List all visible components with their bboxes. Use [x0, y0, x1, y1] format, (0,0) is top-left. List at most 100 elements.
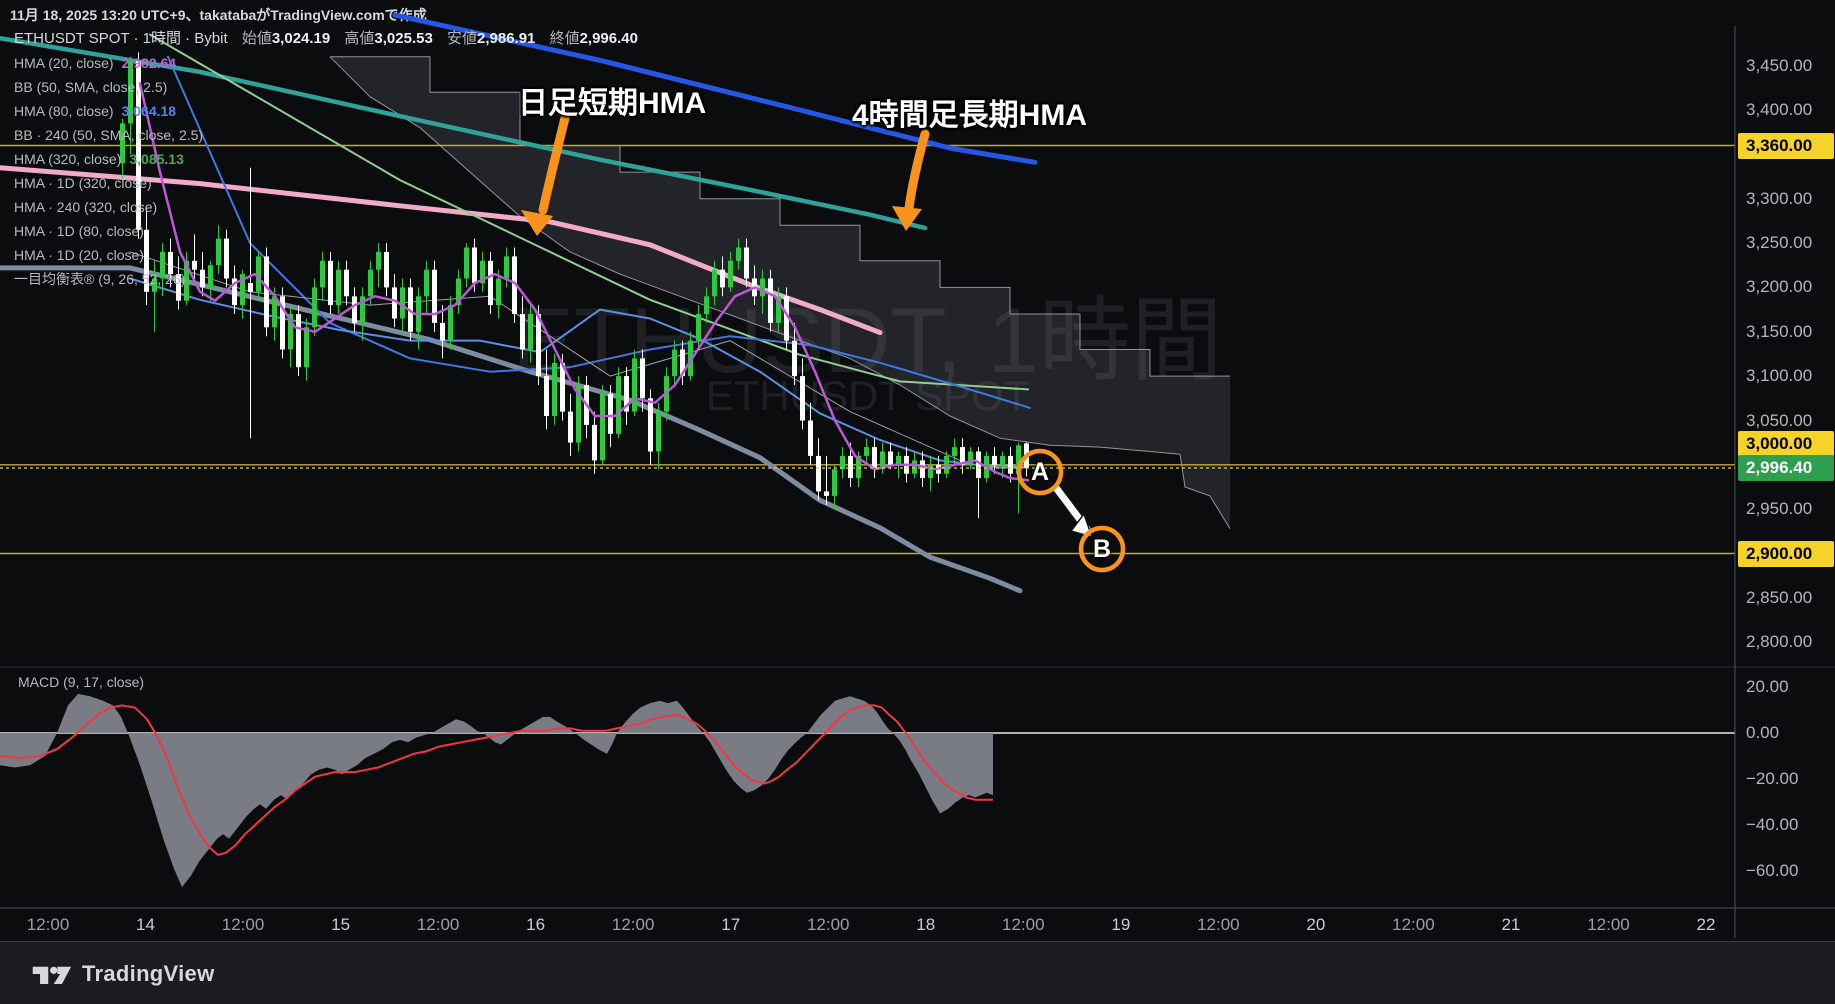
candle-body [816, 455, 821, 492]
candle-body [776, 296, 781, 323]
tradingview-logo-icon [32, 966, 72, 985]
candle-body [648, 398, 653, 452]
candles[interactable] [120, 52, 1029, 518]
legend-row-label: HMA (80, close) [14, 103, 114, 119]
legend-row-label: HMA (20, close) [14, 55, 114, 71]
candle-body [296, 314, 301, 368]
candle-body [528, 314, 533, 350]
legend-row-value: 2,982.64 [121, 55, 177, 71]
price-tick: 3,300.00 [1746, 188, 1813, 208]
marker-b-circle [1078, 525, 1126, 573]
ichimoku-tenkan [129, 277, 1029, 469]
legend-row[interactable]: 一目均衡表® (9, 26, 52, 26) [14, 267, 638, 291]
candle-body [832, 469, 837, 496]
marker-b-label[interactable]: B [1092, 535, 1112, 563]
time-tick: 18 [916, 915, 936, 934]
annotation-daily-hma[interactable]: 日足短期HMA [518, 87, 707, 120]
candle-body [216, 238, 221, 266]
candle-body [640, 358, 645, 399]
macd-legend[interactable]: MACD (9, 17, close) [18, 674, 145, 690]
legend-row-label: BB · 240 (50, SMA, close, 2.5) [14, 127, 204, 143]
legend-row[interactable]: HMA (20, close) 2,982.64 [14, 51, 638, 75]
time-tick: 14 [136, 915, 155, 934]
candle-body [448, 305, 453, 341]
candle-body [960, 447, 965, 465]
candle-body [976, 451, 981, 479]
ohlc-label: 高値 [344, 30, 375, 47]
marker-a-label[interactable]: A [1030, 458, 1050, 486]
candle-body [552, 362, 557, 416]
candle-body [240, 274, 245, 306]
time-tick: 12:00 [611, 915, 655, 934]
candle-body [160, 251, 165, 279]
current-price-badge[interactable]: 2,996.40 [1738, 455, 1834, 481]
legend-row[interactable]: BB · 240 (50, SMA, close, 2.5) [14, 123, 638, 147]
legend-row[interactable]: HMA · 1D (80, close) [14, 219, 638, 243]
time-tick: 12:00 [1002, 915, 1045, 934]
legend-row[interactable]: BB (50, SMA, close, 2.5) [14, 75, 638, 99]
macd-pane[interactable] [0, 693, 1735, 888]
attribution-text: 11月 18, 2025 13:20 UTC+9、takatabaがTradin… [10, 7, 427, 23]
candle-body [808, 420, 813, 456]
legend-row[interactable]: HMA · 1D (320, close) [14, 171, 638, 195]
candle-body [376, 251, 381, 270]
candle-body [512, 256, 517, 314]
candle-body [344, 269, 349, 297]
time-tick: 12:00 [416, 915, 460, 934]
candle-body [1016, 445, 1021, 474]
symbol-title: ETHUSDT SPOT · 1時間 · Bybit [14, 30, 228, 47]
legend-symbol-row[interactable]: ETHUSDT SPOT · 1時間 · Bybit 始値3,024.19 高値… [14, 27, 638, 51]
candle-body [504, 256, 509, 279]
candle-body [1000, 455, 1005, 465]
candle-body [872, 447, 877, 470]
candle-body [256, 256, 261, 292]
candle-body [800, 376, 805, 421]
candle-body [928, 464, 933, 479]
candle-body [440, 322, 445, 341]
hma-20-violet [138, 82, 1030, 482]
level-price-badge[interactable]: 3,360.00 [1738, 132, 1834, 159]
time-scale[interactable]: 12:00 14 12:00 15 12:00 16 12:00 17 12:00 18 12:00… [0, 908, 1835, 940]
time-tick: 19 [1111, 915, 1131, 934]
legend-row[interactable]: HMA · 1D (20, close) [14, 243, 638, 267]
ohlc-value: 3,024.19 [271, 30, 331, 47]
candle-body [560, 362, 565, 412]
hma-1d-20-pink [0, 165, 883, 336]
candle-body [688, 340, 693, 377]
candle-body [368, 269, 373, 297]
legend-row[interactable]: HMA (80, close) 3,064.18 [14, 99, 638, 123]
candle-body [616, 376, 621, 434]
annotation-4h-hma[interactable]: 4時間足長期HMA [852, 99, 1088, 132]
legend-row-label: HMA · 1D (80, close) [14, 223, 144, 239]
candle-body [200, 269, 205, 288]
legend-row[interactable]: HMA · 240 (320, close) [14, 195, 638, 219]
level-price-badge[interactable]: 2,900.00 [1738, 540, 1834, 567]
candle-body [952, 447, 957, 456]
time-tick: 12:00 [1587, 915, 1630, 934]
chart-drawings[interactable] [521, 109, 1126, 573]
indicator-legend[interactable]: ETHUSDT SPOT · 1時間 · Bybit 始値3,024.19 高値… [14, 27, 638, 291]
legend-row-value: 3,064.18 [121, 103, 177, 119]
legend-row[interactable]: HMA (320, close) 3,085.13 [14, 147, 638, 171]
candle-body [352, 296, 357, 323]
price-tick: 3,450.00 [1746, 55, 1813, 75]
candle-body [592, 424, 597, 461]
candle-body [120, 123, 125, 164]
candle-body [384, 251, 389, 288]
candle-body [680, 349, 685, 377]
level-price-badge[interactable]: 3,000.00 [1738, 431, 1834, 457]
attribution-bar: 11月 18, 2025 13:20 UTC+9、takatabaがTradin… [0, 0, 1835, 26]
price-scale[interactable]: 3,450.00 3,400.00 3,300.00 3,250.00 3,200.00… [1736, 0, 1835, 938]
time-tick: 15 [331, 915, 351, 934]
candle-body [920, 460, 925, 479]
candle-body [152, 278, 157, 292]
candle-body [888, 451, 893, 465]
macd-tick: 20.00 [1746, 677, 1789, 696]
candle-body [848, 455, 853, 479]
candle-body [488, 260, 493, 306]
candle-body [304, 327, 309, 368]
candle-body [496, 278, 501, 306]
tradingview-logo[interactable]: TradingView [30, 959, 215, 989]
